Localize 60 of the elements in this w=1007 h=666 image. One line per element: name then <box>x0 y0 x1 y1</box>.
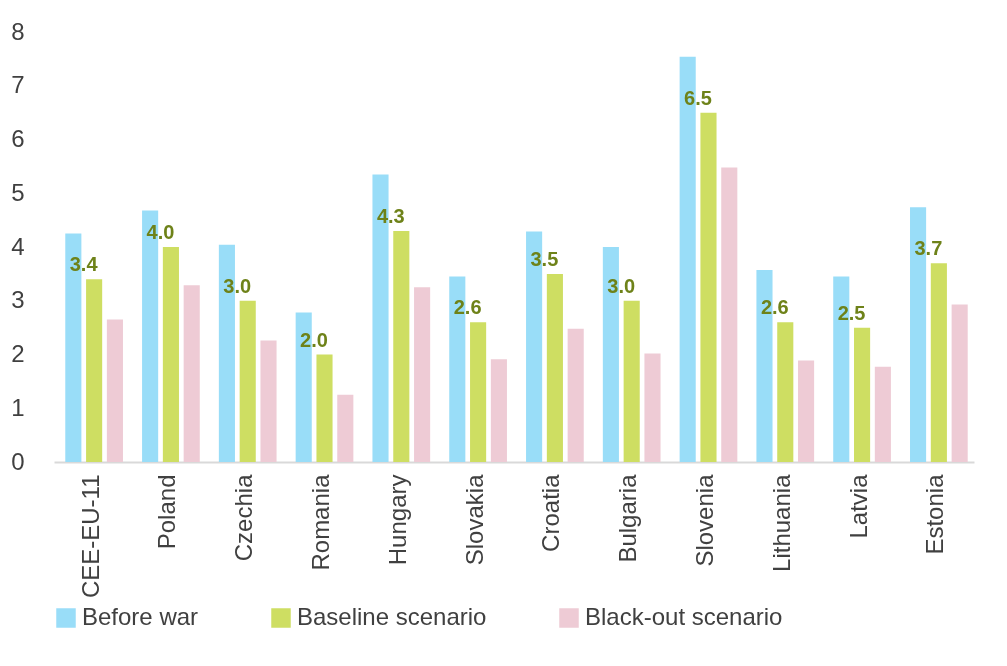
bar <box>623 300 640 462</box>
bar <box>162 247 179 462</box>
x-tick-label: Poland <box>153 474 181 550</box>
bar <box>567 328 584 462</box>
bar <box>930 263 947 462</box>
x-tick-label: Romania <box>307 473 335 571</box>
y-tick-label: 1 <box>11 393 25 421</box>
y-tick-label: 0 <box>11 447 25 475</box>
bar <box>86 279 103 462</box>
x-tick-label: Estonia <box>921 473 949 555</box>
x-tick-label: Croatia <box>537 473 565 552</box>
x-tick-label: Czechia <box>230 473 258 562</box>
x-tick-label: CEE-EU-11 <box>76 474 104 599</box>
bar <box>106 319 123 462</box>
data-label: 3.0 <box>223 274 252 297</box>
data-label: 2.5 <box>837 301 866 324</box>
y-tick-label: 4 <box>11 232 25 260</box>
data-label: 2.6 <box>760 296 789 319</box>
data-label: 3.5 <box>530 247 559 270</box>
data-label: 4.0 <box>146 221 175 243</box>
bar <box>700 112 717 462</box>
bar <box>798 360 815 462</box>
y-tick-label: 6 <box>11 125 25 152</box>
data-label: 2.6 <box>453 296 482 319</box>
x-tick-label: Latvia <box>844 473 872 539</box>
bar <box>490 359 507 462</box>
bar <box>951 304 968 462</box>
bar <box>721 167 738 462</box>
y-tick-label: 7 <box>11 71 25 99</box>
y-tick-label: 5 <box>11 178 25 206</box>
bar <box>260 340 277 462</box>
bar <box>183 285 200 462</box>
data-label: 2.0 <box>300 328 328 351</box>
legend-label: Black-out scenario <box>585 603 783 630</box>
y-tick-label: 2 <box>11 340 25 367</box>
x-tick-label: Bulgaria <box>614 473 642 563</box>
data-label: 4.3 <box>376 204 405 227</box>
legend-label: Baseline scenario <box>297 603 487 630</box>
bar <box>316 354 333 462</box>
bar <box>854 327 871 462</box>
legend-label: Before war <box>82 603 199 630</box>
x-tick-label: Hungary <box>383 474 411 566</box>
data-label: 6.5 <box>684 86 712 109</box>
bar <box>337 394 354 462</box>
bar <box>644 353 661 462</box>
bar <box>414 287 431 462</box>
y-tick-label: 3 <box>11 286 25 314</box>
data-label: 3.7 <box>914 237 943 260</box>
data-label: 3.0 <box>607 274 636 297</box>
x-tick-label: Lithuania <box>767 473 795 572</box>
bar <box>546 273 563 462</box>
bar <box>393 230 410 462</box>
bar <box>470 322 487 462</box>
x-tick-label: Slovenia <box>690 473 718 567</box>
y-tick-label: 8 <box>11 17 25 45</box>
bar <box>874 366 891 462</box>
bar <box>239 300 256 462</box>
data-label: 3.4 <box>69 253 99 276</box>
x-tick-label: Slovakia <box>460 473 488 566</box>
bar <box>777 322 794 462</box>
